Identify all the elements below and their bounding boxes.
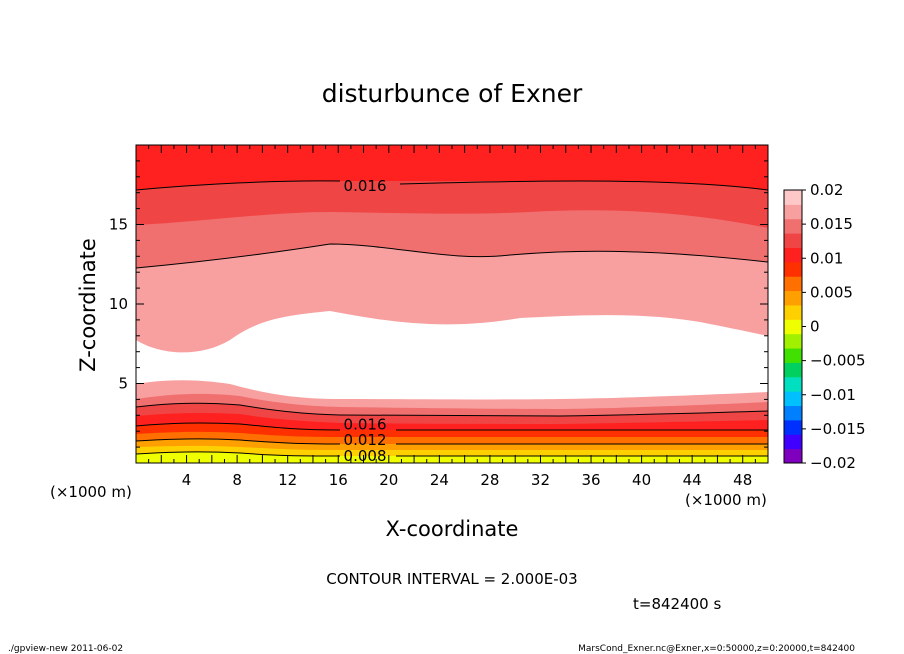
colorbar-segment xyxy=(784,190,802,205)
contour-label: 0.008 xyxy=(344,447,387,465)
colorbar-segment xyxy=(784,391,802,407)
footer-right: MarsCond_Exner.nc@Exner,x=0:50000,z=0:20… xyxy=(578,644,855,654)
colorbar-label: −0.02 xyxy=(810,454,856,472)
colorbar-segment xyxy=(784,247,802,263)
y-tick-label: 15 xyxy=(109,216,128,234)
colorbar-segment xyxy=(784,419,802,435)
x-tick-label: 12 xyxy=(278,471,297,489)
x-tick-label: 28 xyxy=(480,471,499,489)
contour-label: 0.016 xyxy=(344,177,387,195)
x-tick-label: 16 xyxy=(329,471,348,489)
contour-label: 0.016 xyxy=(344,415,387,433)
x-tick-label: 36 xyxy=(581,471,600,489)
y-axis-ticks: 5 10 15 xyxy=(109,160,768,448)
x-tick-label: 20 xyxy=(379,471,398,489)
footer-left: ./gpview-new 2011-06-02 xyxy=(8,644,123,654)
colorbar-segment xyxy=(784,405,802,421)
colorbar-segment xyxy=(784,376,802,392)
colorbar-segment xyxy=(784,362,802,378)
contour-label: 0.012 xyxy=(344,431,387,449)
x-unit-left: (×1000 m) xyxy=(50,483,132,501)
x-unit-right: (×1000 m) xyxy=(685,491,767,509)
colorbar xyxy=(784,190,802,464)
x-tick-label: 44 xyxy=(683,471,702,489)
colorbar-label: 0.01 xyxy=(810,249,843,267)
contour-interval-text: CONTOUR INTERVAL = 2.000E-03 xyxy=(326,570,577,588)
time-text: t=842400 s xyxy=(633,595,721,613)
colorbar-segment xyxy=(784,233,802,248)
colorbar-segment xyxy=(784,304,802,320)
colorbar-segment xyxy=(784,333,802,349)
contour-field xyxy=(136,145,768,463)
colorbar-segment xyxy=(784,434,802,450)
colorbar-label: −0.005 xyxy=(810,352,866,370)
colorbar-label: 0.015 xyxy=(810,215,853,233)
x-tick-label: 48 xyxy=(733,471,752,489)
y-axis-label: Z-coordinate xyxy=(76,238,100,372)
colorbar-labels: 0.02 0.015 0.01 0.005 0 −0.005 −0.01 −0.015 −0.0… xyxy=(802,181,866,472)
colorbar-segment xyxy=(784,218,802,234)
chart-title: disturbunce of Exner xyxy=(322,79,583,108)
colorbar-label: 0.02 xyxy=(810,181,843,199)
colorbar-segment xyxy=(784,261,802,277)
colorbar-label: 0 xyxy=(810,318,820,336)
x-axis-label: X-coordinate xyxy=(386,517,519,541)
colorbar-segment xyxy=(784,448,802,464)
colorbar-segment xyxy=(784,319,802,335)
x-tick-label: 8 xyxy=(232,471,242,489)
colorbar-segment xyxy=(784,348,802,363)
x-tick-label: 4 xyxy=(182,471,192,489)
x-tick-label: 24 xyxy=(430,471,449,489)
colorbar-segment xyxy=(784,276,802,292)
colorbar-label: −0.015 xyxy=(810,420,866,438)
colorbar-label: 0.005 xyxy=(810,283,853,301)
y-tick-label: 10 xyxy=(109,295,128,313)
colorbar-label: −0.01 xyxy=(810,386,856,404)
colorbar-segment xyxy=(784,290,802,306)
x-tick-label: 32 xyxy=(531,471,550,489)
colorbar-segment xyxy=(784,204,802,220)
y-tick-label: 5 xyxy=(118,375,128,393)
x-tick-label: 40 xyxy=(632,471,651,489)
x-axis-ticks: 4 8 12 16 20 24 28 32 36 40 44 48 xyxy=(148,145,756,489)
